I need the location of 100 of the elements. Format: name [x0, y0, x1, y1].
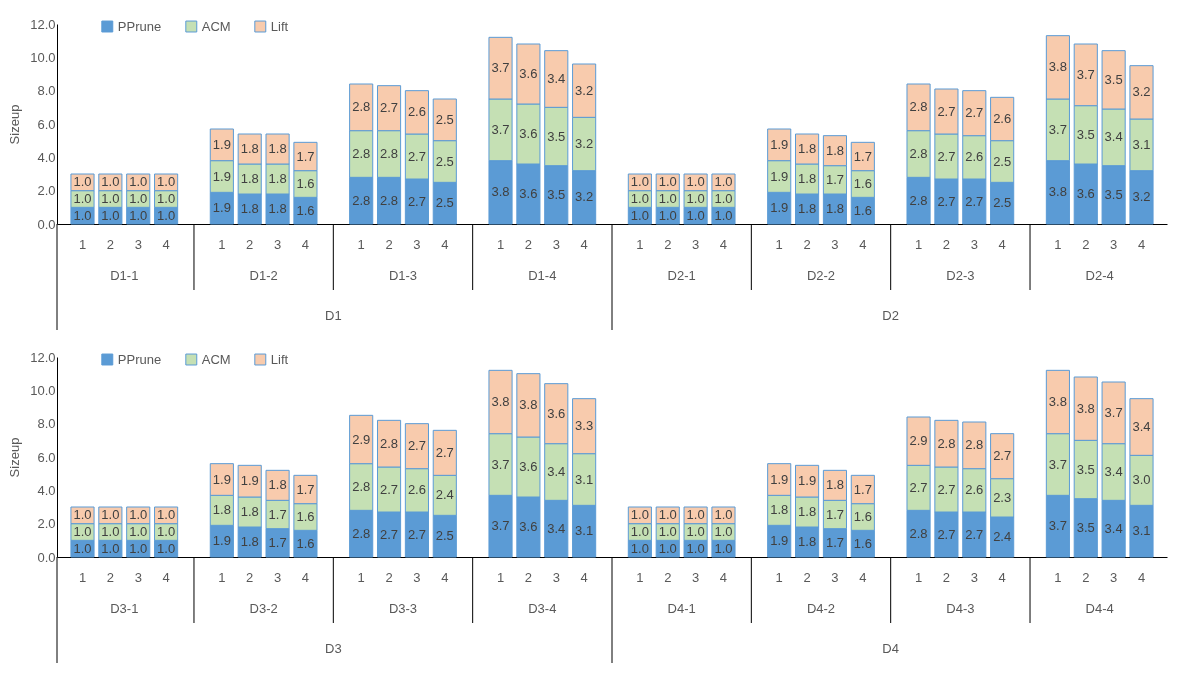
- data-label: 1.0: [129, 540, 148, 556]
- text: D2: [882, 308, 899, 323]
- data-label: 1.0: [101, 524, 120, 539]
- text: D4-4: [1085, 601, 1114, 616]
- text: D3-2: [249, 601, 278, 616]
- data-label: 1.8: [798, 504, 817, 519]
- data-label: 1.0: [658, 191, 677, 206]
- x-tick-label: 4: [1137, 569, 1146, 585]
- x-tick-label: 3: [1110, 569, 1118, 585]
- text: D3-3: [388, 601, 418, 616]
- x-tick-label: 3: [273, 236, 282, 252]
- data-label: 1.0: [714, 191, 733, 206]
- data-label: 2.8: [380, 146, 399, 161]
- data-label: 1.9: [212, 200, 231, 216]
- x-tick-label: 2: [1082, 569, 1090, 585]
- data-label: 1.9: [770, 136, 789, 152]
- x-tick-label: 4: [1137, 236, 1146, 252]
- data-label: 1.0: [73, 207, 92, 223]
- data-label: 1.0: [129, 207, 148, 223]
- data-label: 2.5: [435, 195, 454, 211]
- data-label: 2.9: [909, 433, 928, 449]
- data-label: 1.8: [798, 171, 817, 186]
- data-label: 1.0: [686, 207, 705, 223]
- data-label: 1.6: [853, 176, 872, 191]
- data-label: 3.4: [1104, 464, 1123, 479]
- data-label: 3.1: [1132, 136, 1151, 152]
- x-tick-label: 3: [970, 236, 978, 252]
- data-label: 2.7: [407, 148, 426, 164]
- data-label: 1.9: [770, 200, 789, 216]
- data-label: 1.0: [686, 524, 705, 539]
- data-label: 3.8: [491, 184, 510, 200]
- data-label: 3.7: [1048, 456, 1067, 472]
- x-tick-label: 3: [831, 236, 839, 252]
- data-label: 2.8: [909, 192, 928, 208]
- x-tick-label: 1: [218, 236, 226, 252]
- x-tick-label: 3: [970, 569, 978, 585]
- data-label: 2.6: [965, 149, 984, 165]
- data-label: 1.0: [630, 191, 649, 206]
- data-label: 2.4: [435, 487, 454, 503]
- data-label: 1.0: [630, 524, 649, 539]
- x-tick-label: 1: [775, 236, 783, 252]
- data-label: 1.9: [212, 136, 231, 152]
- x-tick-label: 3: [413, 236, 421, 252]
- data-label: 2.8: [380, 192, 399, 208]
- data-label: 1.0: [658, 207, 677, 223]
- data-label: 1.8: [268, 477, 287, 493]
- data-label: 1.8: [268, 141, 287, 156]
- x-tick-label: 4: [998, 569, 1006, 585]
- x-tick-label: 1: [636, 236, 644, 252]
- data-label: 1.0: [73, 191, 92, 206]
- data-label: 2.8: [909, 146, 928, 161]
- legend-label: PPrune: [117, 18, 162, 34]
- data-label: 3.7: [1076, 66, 1095, 82]
- data-label: 1.6: [853, 509, 872, 524]
- data-label: 2.7: [407, 438, 426, 454]
- data-label: 3.2: [575, 136, 594, 151]
- text: D4-2: [806, 601, 836, 616]
- data-label: 1.0: [129, 191, 148, 206]
- text: D1-4: [528, 268, 557, 283]
- data-label: 3.6: [519, 519, 538, 534]
- data-label: 1.0: [101, 174, 120, 190]
- data-label: 1.0: [714, 524, 733, 539]
- x-tick-label: 4: [859, 569, 867, 585]
- data-label: 2.3: [993, 489, 1012, 505]
- x-tick-label: 2: [1082, 236, 1090, 252]
- data-label: 1.6: [853, 202, 872, 218]
- x-tick-label: 2: [106, 569, 114, 585]
- x-tick-label: 2: [106, 236, 114, 252]
- data-label: 3.4: [1104, 520, 1123, 536]
- data-label: 1.0: [157, 207, 176, 223]
- data-label: 2.7: [937, 103, 956, 119]
- data-label: 2.8: [352, 525, 371, 541]
- data-label: 1.0: [686, 191, 705, 206]
- data-label: 1.8: [798, 534, 817, 549]
- data-label: 1.0: [157, 191, 176, 206]
- data-label: 1.6: [296, 202, 315, 218]
- data-label: 1.7: [296, 148, 315, 164]
- data-label: 3.4: [547, 520, 566, 536]
- x-tick-label: 2: [246, 236, 254, 252]
- data-label: 2.7: [407, 193, 426, 209]
- data-label: 1.9: [798, 473, 817, 489]
- data-label: 1.8: [825, 142, 844, 158]
- data-label: 3.2: [575, 189, 594, 205]
- x-tick-label: 2: [803, 569, 811, 585]
- data-label: 2.8: [909, 99, 928, 115]
- data-label: 1.8: [212, 502, 231, 518]
- data-label: 2.8: [352, 146, 371, 161]
- x-tick-label: 4: [441, 236, 449, 252]
- data-label: 3.8: [519, 397, 538, 413]
- data-label: 3.4: [547, 71, 566, 86]
- data-label: 2.5: [993, 153, 1012, 169]
- y-tick-label: 8.0: [37, 416, 56, 432]
- data-label: 2.6: [407, 482, 426, 498]
- x-tick-label: 2: [385, 236, 393, 252]
- data-label: 3.8: [1048, 394, 1067, 409]
- data-label: 3.0: [1132, 472, 1151, 488]
- legend-label: ACM: [201, 351, 231, 367]
- legend-label: Lift: [270, 18, 289, 34]
- legend-label: ACM: [201, 18, 231, 34]
- data-label: 1.7: [853, 148, 872, 164]
